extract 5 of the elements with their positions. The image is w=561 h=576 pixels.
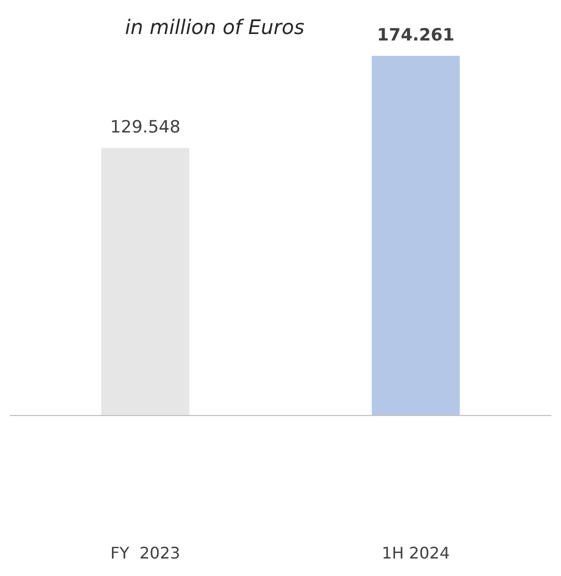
data-label: 129.548 <box>110 117 180 138</box>
chart-title: in million of Euros <box>125 15 304 39</box>
x-tick-label: FY 2023 <box>110 544 180 562</box>
data-label: 174.261 <box>377 25 454 46</box>
x-tick-label: 1H 2024 <box>382 544 450 562</box>
